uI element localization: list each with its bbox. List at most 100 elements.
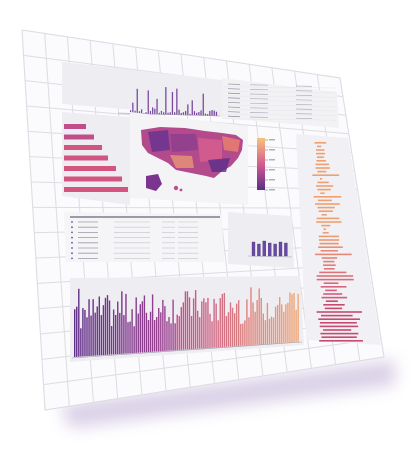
main-bar (190, 315, 193, 350)
main-bar (229, 302, 232, 347)
main-bar (207, 297, 209, 349)
right-panel-bar (317, 181, 329, 184)
right-panel-bar (319, 271, 347, 274)
table-row-divider (221, 90, 337, 93)
main-bar (86, 317, 88, 357)
main-bar (98, 296, 100, 356)
right-panel-bar (320, 332, 359, 335)
main-bar (285, 304, 287, 343)
main-bar (213, 298, 215, 348)
top-histogram-bar (169, 112, 171, 115)
main-bar (156, 316, 158, 352)
grid-line-vertical (339, 77, 385, 358)
main-bar (174, 323, 176, 351)
table-cell-text (227, 92, 241, 95)
top-histogram-bar (200, 110, 202, 116)
main-bar (74, 309, 76, 357)
table-row-marker (71, 231, 73, 234)
main-bar (291, 294, 293, 343)
main-bar (231, 307, 234, 347)
main-bar (84, 309, 86, 357)
right-panel-bar (318, 318, 360, 320)
main-bar (80, 328, 82, 357)
right-panel-bar (316, 145, 322, 148)
main-bar (112, 309, 115, 355)
grid-line-vertical (21, 29, 46, 411)
main-bar (287, 302, 289, 343)
top-histogram-bar (174, 112, 176, 115)
main-bar (240, 323, 242, 346)
colorbar-tick-label (269, 169, 275, 171)
table-row-divider (221, 118, 337, 121)
right-panel-bar (314, 142, 327, 144)
right-panel-bar (316, 278, 354, 281)
right-panel-bar (318, 246, 343, 248)
main-bar (276, 304, 279, 344)
right-panel-bar (320, 192, 325, 194)
right-panel-bar (316, 275, 354, 277)
right-panel-bar (315, 253, 352, 256)
right-panel-bar (318, 239, 340, 241)
main-bar (192, 298, 195, 350)
table-header (70, 216, 220, 218)
main-bar (215, 303, 217, 348)
table-row-divider (221, 109, 337, 112)
right-panel-bar (321, 214, 327, 216)
main-bar (170, 323, 172, 351)
horizontal-bar-panel (62, 112, 130, 205)
horizontal-bar (64, 145, 102, 150)
right-panel-bar (324, 307, 343, 310)
horizontal-bar (64, 134, 94, 140)
top-histogram-bar (145, 112, 147, 115)
top-histogram-bar (154, 108, 156, 115)
small-bar (273, 243, 277, 257)
main-bar (121, 291, 123, 354)
right-panel-bar (321, 296, 348, 299)
main-bar (272, 317, 275, 344)
main-bar (135, 297, 137, 353)
main-bar (205, 302, 207, 349)
top-histogram-bar (189, 113, 191, 116)
table-cell-text (227, 106, 241, 108)
right-panel-bar (325, 289, 337, 292)
main-bar (201, 301, 203, 349)
small-bar (257, 243, 261, 257)
main-bar (76, 306, 78, 357)
top-histogram-panel (62, 62, 222, 117)
top-histogram-bar (160, 110, 163, 115)
top-histogram-bar (147, 90, 149, 115)
table-row-divider (221, 113, 337, 116)
grid-line-horizontal (43, 337, 382, 386)
main-bar (219, 298, 221, 348)
top-histogram-bar (193, 111, 196, 116)
main-bar (172, 299, 174, 351)
right-panel-bar (320, 250, 338, 252)
right-panel-bar (321, 336, 357, 338)
top-histogram-bar (180, 112, 182, 116)
main-bar (248, 317, 250, 346)
table-row-divider (221, 86, 337, 89)
main-bar (258, 288, 260, 345)
colorbar-tick-label (269, 189, 275, 191)
main-bar (235, 303, 238, 347)
top-histogram-bar (185, 110, 187, 116)
right-panel-bar (316, 156, 324, 158)
top-histogram-bar (204, 113, 207, 116)
main-bar (88, 299, 90, 357)
horizontal-bar (64, 176, 122, 182)
small-bar (284, 242, 288, 257)
right-panel-bar (321, 224, 331, 227)
right-panel-bar (323, 293, 343, 295)
main-bar (199, 317, 201, 349)
main-bar (151, 294, 154, 352)
right-panel-bar (323, 260, 335, 263)
table-cell-text (227, 111, 241, 113)
right-panel-bar (319, 178, 323, 180)
right-panel-bar (316, 160, 326, 162)
main-bar (180, 307, 182, 350)
main-bar (188, 297, 191, 350)
right-panel-bar (320, 286, 347, 288)
table-row-divider (221, 104, 337, 107)
main-bar (168, 317, 170, 351)
main-bar (115, 314, 117, 355)
